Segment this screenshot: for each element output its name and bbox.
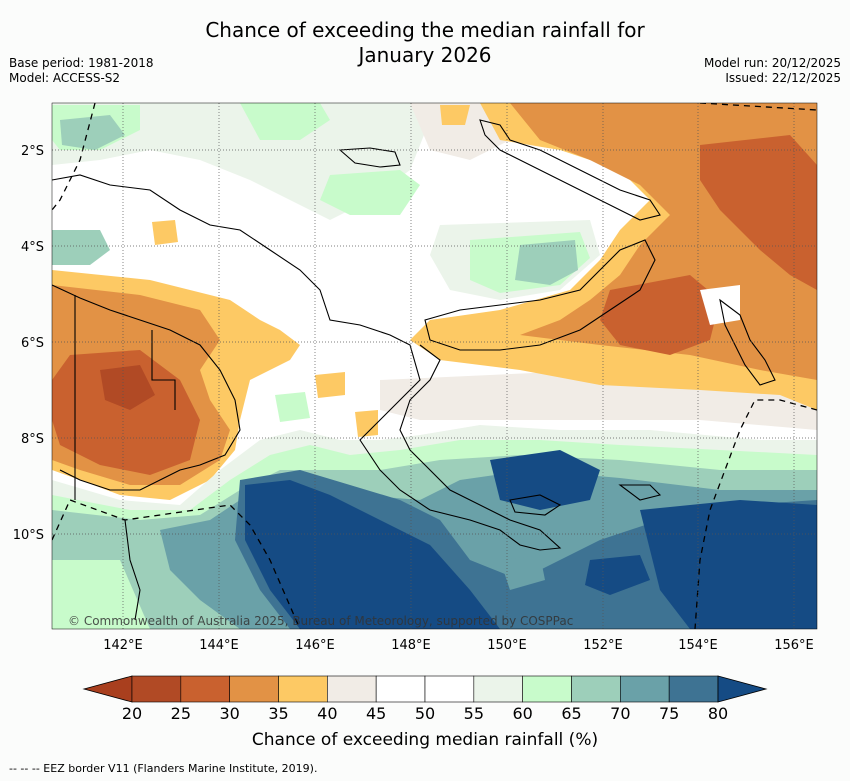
- colorbar-segment: [668, 675, 719, 703]
- lon-label: 146°E: [295, 638, 335, 653]
- colorbar-segment: [473, 675, 523, 703]
- lon-label: 150°E: [487, 638, 527, 653]
- colorbar-tick-label: 30: [219, 704, 239, 723]
- colorbar-tick-label: 25: [171, 704, 191, 723]
- colorbar-segment: [620, 675, 670, 703]
- lat-label: 4°S: [21, 240, 44, 255]
- colorbar-tick-label: 55: [464, 704, 484, 723]
- colorbar-extend-high: [717, 675, 768, 703]
- colorbar-segment: [131, 675, 182, 703]
- lon-label: 152°E: [583, 638, 623, 653]
- lon-label: 142°E: [103, 638, 143, 653]
- colorbar: 20 25 30 35 40 45 50 55 60 65 70 75 80: [82, 675, 768, 723]
- lon-label: 148°E: [391, 638, 431, 653]
- base-period: Base period: 1981-2018: [9, 56, 154, 70]
- issued-date: Issued: 22/12/2025: [725, 71, 841, 85]
- colorbar-segment: [424, 675, 475, 703]
- lon-label: 144°E: [199, 638, 239, 653]
- meta-right: Model run: 20/12/2025 Issued: 22/12/2025: [704, 56, 841, 86]
- colorbar-tick-label: 65: [561, 704, 581, 723]
- colorbar-segment: [278, 675, 328, 703]
- colorbar-tick-label: 20: [122, 704, 142, 723]
- colorbar-tick-label: 45: [366, 704, 386, 723]
- model-run: Model run: 20/12/2025: [703, 56, 841, 70]
- latitude-labels: 2°S 4°S 6°S 8°S 10°S: [13, 144, 44, 543]
- map-frame: [51, 102, 818, 630]
- lon-label: 156°E: [774, 638, 814, 653]
- lon-label: 154°E: [678, 638, 718, 653]
- colorbar-tick-label: 50: [415, 704, 435, 723]
- colorbar-label: Chance of exceeding median rainfall (%): [251, 730, 599, 750]
- colorbar-tick-label: 60: [512, 704, 532, 723]
- colorbar-tick-label: 40: [317, 704, 337, 723]
- title-line-2: January 2026: [358, 43, 492, 67]
- colorbar-segment: [522, 675, 572, 703]
- map-field: © Commonwealth of Australia 2025, Bureau…: [52, 103, 817, 629]
- eez-legend: -- -- -- EEZ border V11 (Flanders Marine…: [9, 762, 318, 775]
- colorbar-tick-label: 75: [659, 704, 679, 723]
- colorbar-tick-label: 70: [610, 704, 630, 723]
- lat-label: 6°S: [21, 336, 44, 351]
- colorbar-segment: [229, 675, 279, 703]
- colorbar-tick-label: 80: [708, 704, 728, 723]
- longitude-labels: 142°E 144°E 146°E 148°E 150°E 152°E 154°E 156°E: [103, 638, 814, 653]
- chart-title: Chance of exceeding the median rainfall …: [0, 18, 850, 68]
- lat-label: 10°S: [13, 528, 44, 543]
- colorbar-segment: [571, 675, 621, 703]
- copyright-text: © Commonwealth of Australia 2025, Bureau…: [68, 614, 573, 628]
- colorbar-extend-low: [82, 675, 133, 703]
- colorbar-tick-label: 35: [268, 704, 288, 723]
- lat-label: 8°S: [21, 432, 44, 447]
- lat-label: 2°S: [21, 144, 44, 159]
- colorbar-segment: [180, 675, 230, 703]
- graticule: [52, 103, 817, 629]
- title-line-1: Chance of exceeding the median rainfall …: [205, 18, 645, 42]
- colorbar-segment: [375, 675, 426, 703]
- meta-left: Base period: 1981-2018 Model: ACCESS-S2: [9, 56, 154, 86]
- colorbar-segment: [327, 675, 377, 703]
- model-name: Model: ACCESS-S2: [9, 71, 121, 85]
